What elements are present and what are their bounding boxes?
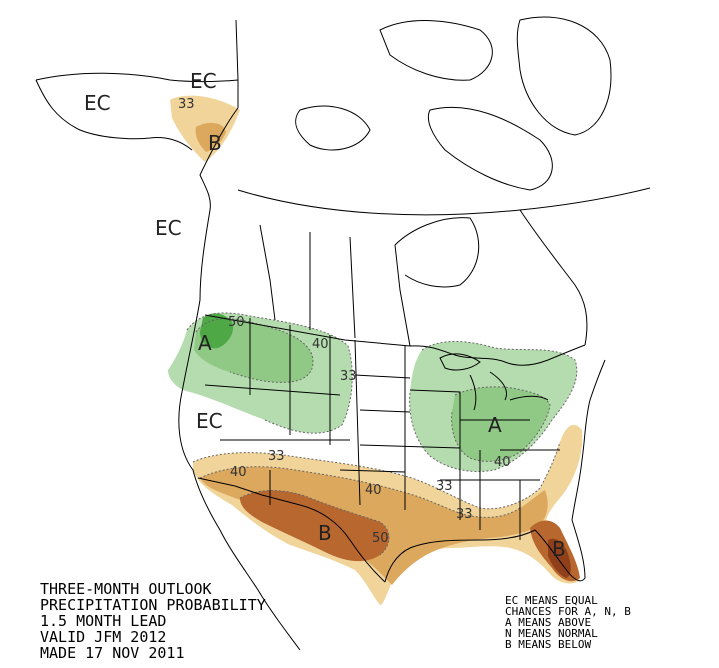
legend-line-3: A MEANS ABOVE xyxy=(505,616,591,629)
contour-label-south-33-w: 33 xyxy=(268,449,285,464)
great-lakes-border xyxy=(409,344,586,366)
alaska-north-coast xyxy=(35,72,239,82)
legend-line-2: CHANCES FOR A, N, B xyxy=(505,605,631,618)
ec-california-label: EC xyxy=(196,409,223,433)
victoria-island xyxy=(295,105,371,151)
legend: EC MEANS EQUAL CHANCES FOR A, N, B A MEA… xyxy=(505,594,631,651)
contour-label-south-50: 50 xyxy=(372,531,389,546)
nw-above-50 xyxy=(200,313,234,349)
a-northwest-label: A xyxy=(198,331,212,355)
contour-labels: 33 50 40 33 40 33 40 33 40 50 33 xyxy=(178,97,511,546)
title-line-1: THREE-MONTH OUTLOOK xyxy=(40,580,212,598)
contour-label-south-40-w: 40 xyxy=(230,465,247,480)
b-alaska-label: B xyxy=(208,131,222,155)
title-line-4: VALID JFM 2012 xyxy=(40,628,166,646)
south-contour-50 xyxy=(239,490,390,556)
alaska-west-coast xyxy=(35,79,193,151)
legend-line-5: B MEANS BELOW xyxy=(505,638,591,651)
probability-shading xyxy=(168,95,583,605)
pacific-coast xyxy=(178,209,301,651)
b-texas-label: B xyxy=(318,521,332,545)
arctic-islands xyxy=(295,16,612,191)
nw-contour-33 xyxy=(186,312,353,434)
state-lines-east xyxy=(409,389,560,540)
contour-label-nw-40: 40 xyxy=(312,337,329,352)
alaska-panhandle-border xyxy=(199,107,239,211)
south-contour-40 xyxy=(199,466,521,518)
ov-contour-40 xyxy=(451,386,551,462)
canada-latline-north xyxy=(237,187,651,216)
boundaries xyxy=(35,19,651,651)
title-line-3: 1.5 MONTH LEAD xyxy=(40,612,166,630)
b-florida-label: B xyxy=(552,537,566,561)
state-lines-central xyxy=(339,339,461,510)
atlantic-coast xyxy=(571,359,606,521)
greenland xyxy=(516,16,612,136)
contour-label-nw-33: 33 xyxy=(340,369,357,384)
alaska-below-40 xyxy=(195,122,226,152)
florida-coast xyxy=(534,519,586,582)
us-mexico-border xyxy=(197,477,386,583)
state-lines-west xyxy=(204,318,350,505)
contour-label-nw-50: 50 xyxy=(228,315,245,330)
hudson-bay xyxy=(394,217,480,288)
ec-bc-label: EC xyxy=(155,216,182,240)
canada-us-border xyxy=(204,314,411,347)
quebec-labrador xyxy=(519,209,588,346)
great-lakes xyxy=(439,353,549,411)
title-line-2: PRECIPITATION PROBABILITY xyxy=(40,596,266,614)
legend-line-1: EC MEANS EQUAL xyxy=(505,594,598,607)
manitoba-ontario-border xyxy=(394,244,411,347)
probability-contours xyxy=(186,312,578,556)
gulf-coast xyxy=(384,529,536,583)
legend-line-4: N MEANS NORMAL xyxy=(505,627,598,640)
contour-label-ov-33: 33 xyxy=(436,479,453,494)
ov-contour-33 xyxy=(409,341,578,472)
baffin-island xyxy=(427,106,553,191)
sask-manitoba-border xyxy=(349,236,356,339)
title-line-5: MADE 17 NOV 2011 xyxy=(40,644,185,662)
bc-alberta-border xyxy=(259,224,276,321)
ec-alaska-west-label: EC xyxy=(84,91,111,115)
ec-alaska-north-label: EC xyxy=(190,69,217,93)
title-block: THREE-MONTH OUTLOOK PRECIPITATION PROBAB… xyxy=(40,580,266,662)
contour-label-gulf-33: 33 xyxy=(456,507,473,522)
nw-contour-40 xyxy=(195,318,314,383)
alaska-canada-border xyxy=(235,19,239,108)
south-below-50 xyxy=(240,490,389,562)
contour-label-south-40-c: 40 xyxy=(365,483,382,498)
a-ohio-valley-label: A xyxy=(488,413,502,437)
south-contour-33 xyxy=(192,441,561,510)
ov-above-40 xyxy=(451,386,550,462)
ellesmere-island xyxy=(379,20,493,81)
region-labels: EC EC B EC A A EC B B xyxy=(84,69,566,561)
contour-label-alaska-33: 33 xyxy=(178,97,195,112)
contour-label-ov-40: 40 xyxy=(494,455,511,470)
